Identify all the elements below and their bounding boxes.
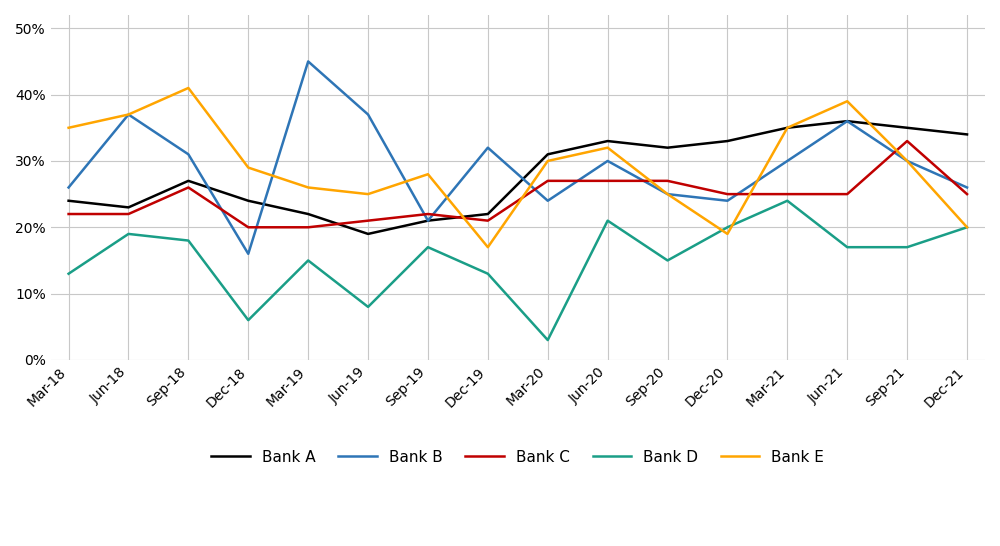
Bank A	[841, 118, 853, 124]
Bank B	[422, 217, 434, 224]
Bank D	[602, 217, 614, 224]
Bank E	[482, 244, 494, 251]
Bank D	[122, 230, 134, 237]
Bank A	[422, 217, 434, 224]
Bank C	[602, 177, 614, 184]
Bank A	[482, 211, 494, 217]
Line: Bank C: Bank C	[69, 141, 967, 227]
Bank E	[901, 158, 913, 164]
Bank B	[901, 158, 913, 164]
Line: Bank D: Bank D	[69, 201, 967, 340]
Bank B	[63, 184, 75, 191]
Bank C	[901, 138, 913, 144]
Bank D	[302, 257, 314, 264]
Bank B	[602, 158, 614, 164]
Bank E	[362, 191, 374, 198]
Bank C	[362, 217, 374, 224]
Bank C	[781, 191, 793, 198]
Bank D	[721, 224, 733, 230]
Bank C	[841, 191, 853, 198]
Line: Bank B: Bank B	[69, 62, 967, 254]
Bank A	[781, 124, 793, 131]
Bank C	[182, 184, 194, 191]
Line: Bank A: Bank A	[69, 121, 967, 234]
Bank D	[901, 244, 913, 251]
Bank B	[961, 184, 973, 191]
Bank E	[662, 191, 674, 198]
Bank E	[122, 111, 134, 118]
Bank C	[721, 191, 733, 198]
Bank A	[362, 230, 374, 237]
Bank E	[182, 85, 194, 91]
Bank D	[362, 304, 374, 310]
Bank D	[482, 270, 494, 277]
Line: Bank E: Bank E	[69, 88, 967, 247]
Bank B	[482, 144, 494, 151]
Bank A	[542, 151, 554, 158]
Bank B	[362, 111, 374, 118]
Bank E	[422, 171, 434, 177]
Bank A	[721, 138, 733, 144]
Bank A	[901, 124, 913, 131]
Bank B	[781, 158, 793, 164]
Bank A	[602, 138, 614, 144]
Bank C	[961, 191, 973, 198]
Bank D	[961, 224, 973, 230]
Bank A	[122, 204, 134, 211]
Bank D	[542, 337, 554, 343]
Bank A	[242, 198, 254, 204]
Bank A	[182, 177, 194, 184]
Bank E	[302, 184, 314, 191]
Bank E	[242, 164, 254, 171]
Legend: Bank A, Bank B, Bank C, Bank D, Bank E: Bank A, Bank B, Bank C, Bank D, Bank E	[205, 443, 830, 471]
Bank C	[482, 217, 494, 224]
Bank C	[542, 177, 554, 184]
Bank C	[302, 224, 314, 230]
Bank A	[63, 198, 75, 204]
Bank B	[182, 151, 194, 158]
Bank E	[841, 98, 853, 104]
Bank D	[841, 244, 853, 251]
Bank B	[242, 251, 254, 257]
Bank E	[781, 124, 793, 131]
Bank A	[961, 131, 973, 138]
Bank D	[182, 238, 194, 244]
Bank E	[961, 224, 973, 230]
Bank A	[662, 144, 674, 151]
Bank C	[122, 211, 134, 217]
Bank E	[542, 158, 554, 164]
Bank B	[302, 58, 314, 65]
Bank D	[63, 270, 75, 277]
Bank A	[302, 211, 314, 217]
Bank B	[721, 198, 733, 204]
Bank C	[422, 211, 434, 217]
Bank B	[841, 118, 853, 124]
Bank D	[422, 244, 434, 251]
Bank C	[242, 224, 254, 230]
Bank E	[721, 230, 733, 237]
Bank D	[662, 257, 674, 264]
Bank E	[602, 144, 614, 151]
Bank C	[63, 211, 75, 217]
Bank C	[662, 177, 674, 184]
Bank D	[781, 198, 793, 204]
Bank B	[122, 111, 134, 118]
Bank D	[242, 317, 254, 323]
Bank B	[662, 191, 674, 198]
Bank B	[542, 198, 554, 204]
Bank E	[63, 124, 75, 131]
